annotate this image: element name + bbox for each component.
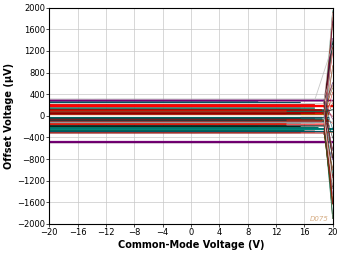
Text: D075: D075 bbox=[310, 216, 328, 222]
X-axis label: Common-Mode Voltage (V): Common-Mode Voltage (V) bbox=[118, 240, 264, 250]
Y-axis label: Offset Voltage (μV): Offset Voltage (μV) bbox=[4, 63, 14, 169]
